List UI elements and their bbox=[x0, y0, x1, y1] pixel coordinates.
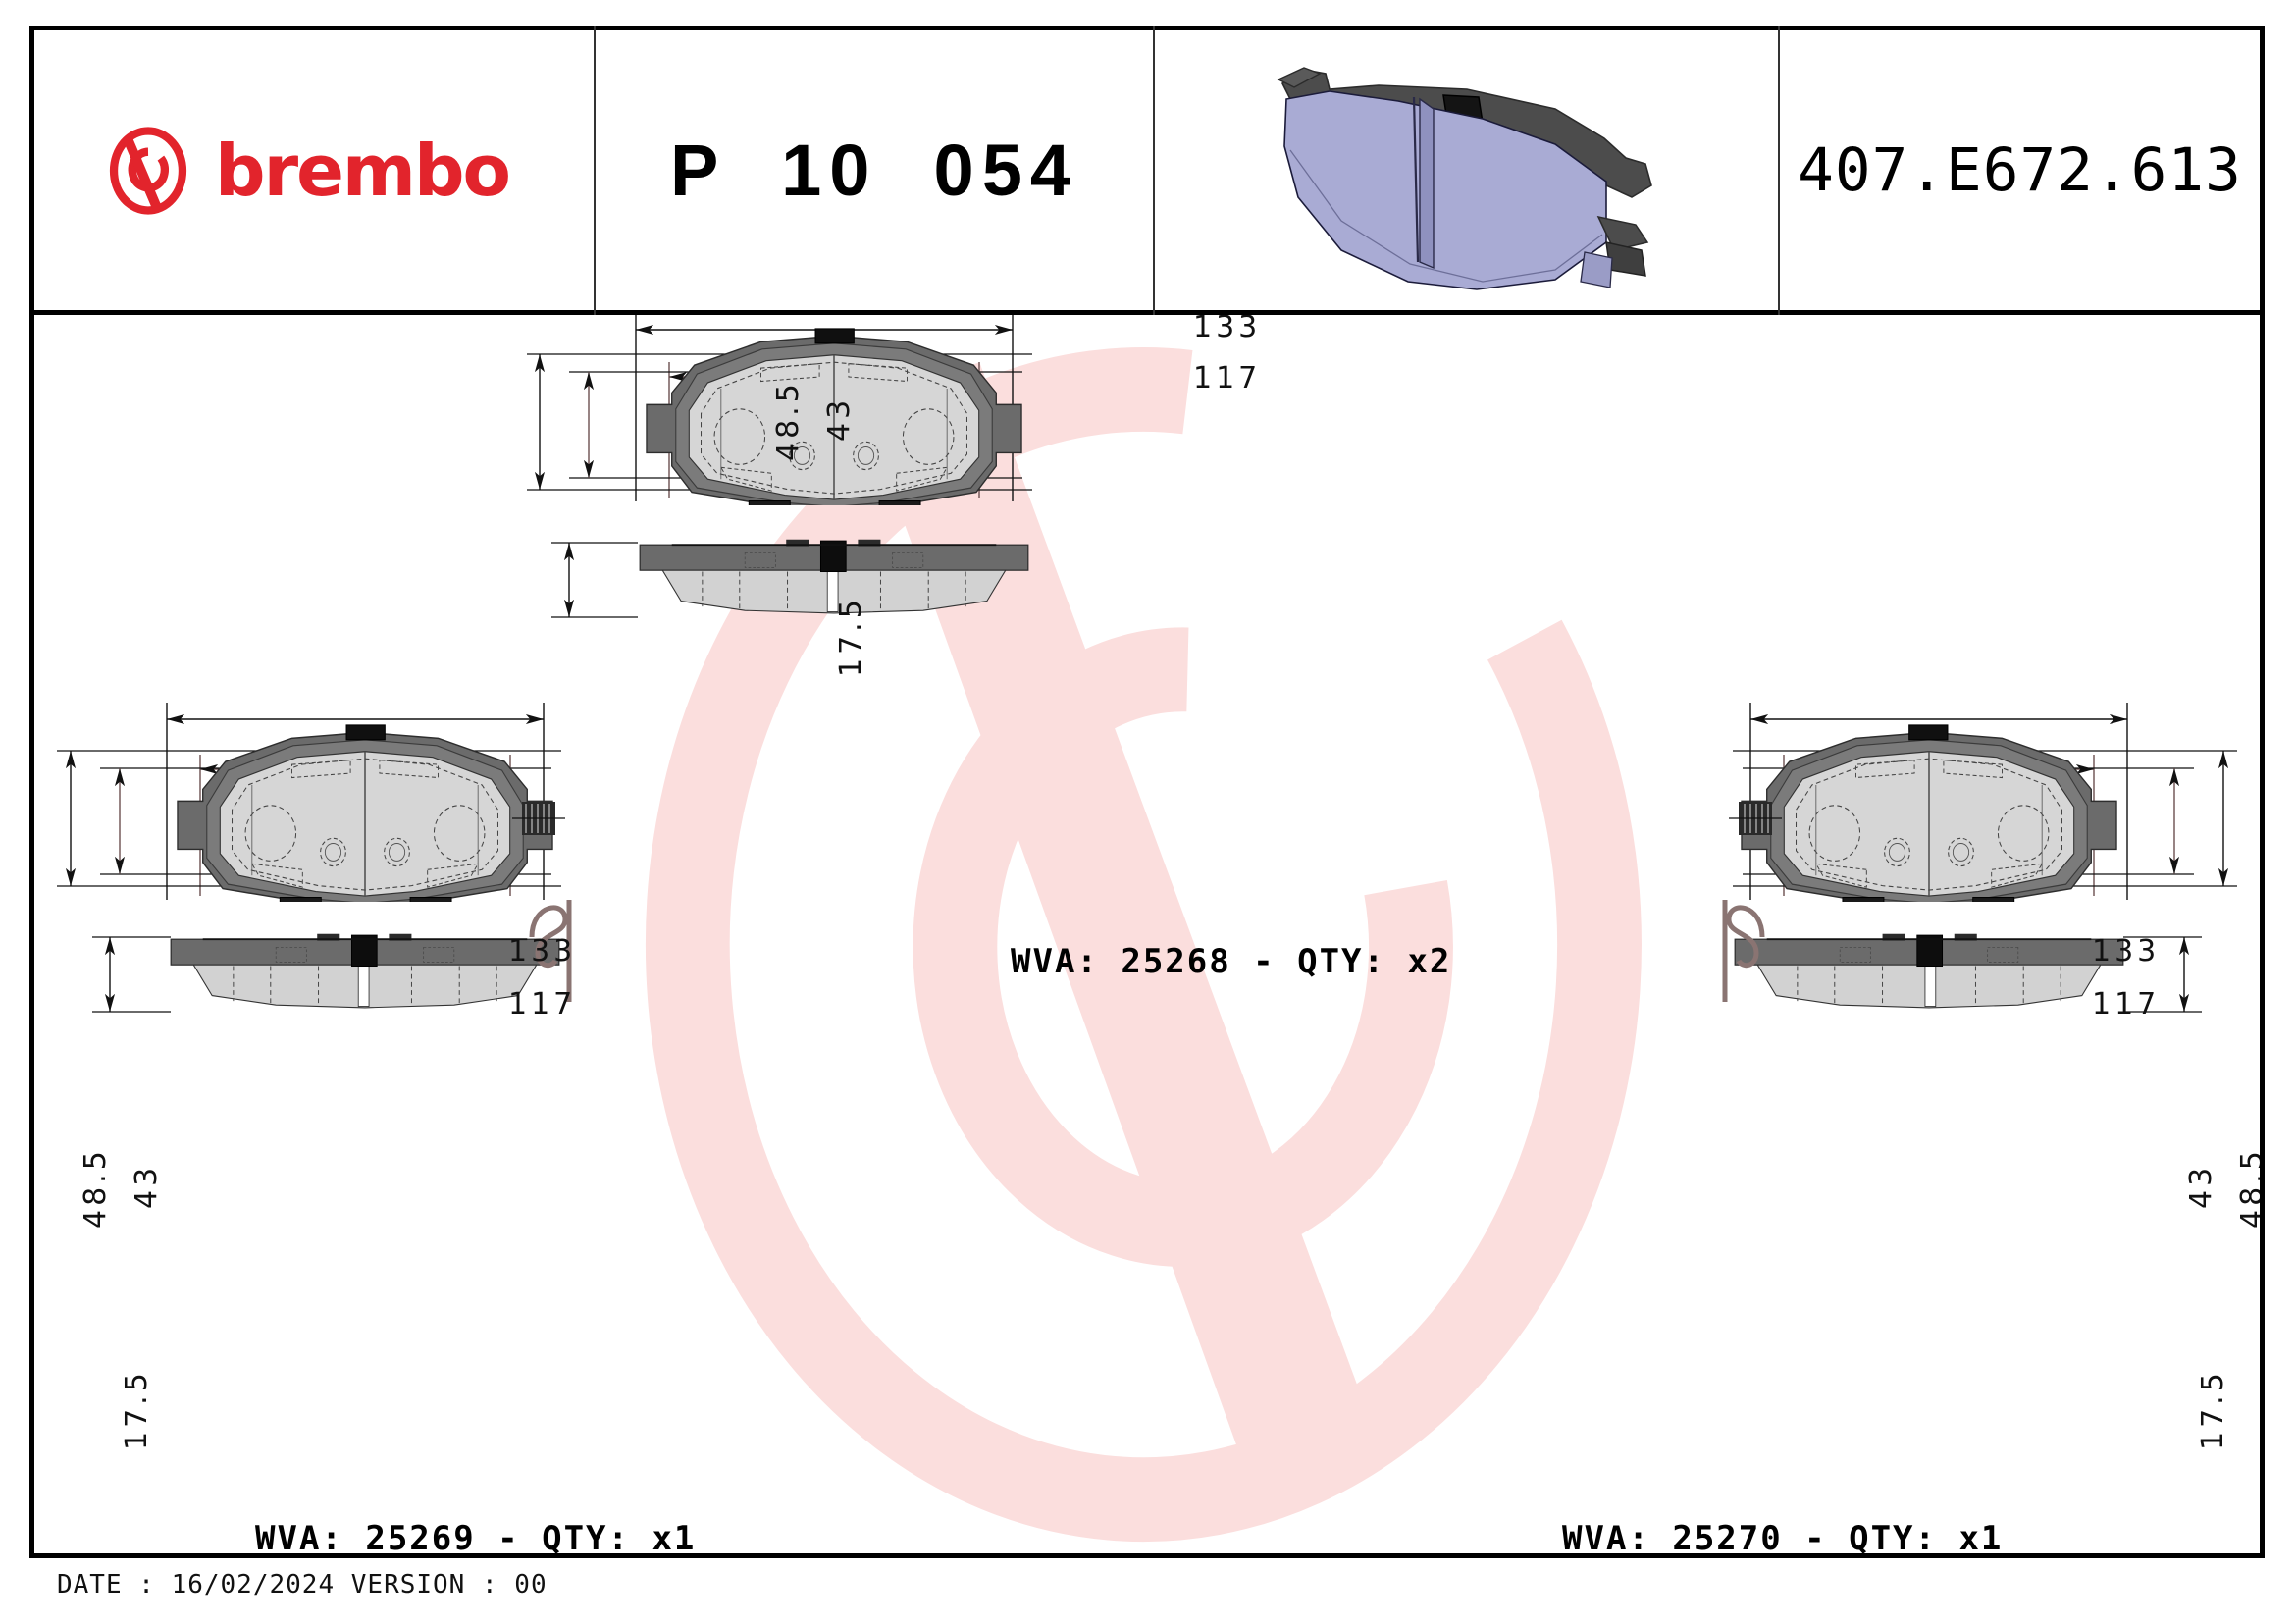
wear-sensor-contact-right bbox=[1729, 802, 1782, 835]
footer-date-version: DATE : 16/02/2024 VERSION : 00 bbox=[57, 1570, 548, 1599]
title-divider-1 bbox=[594, 26, 596, 315]
brand-logo-cell: brembo bbox=[34, 30, 594, 310]
technical-drawing-area bbox=[31, 312, 2263, 1556]
dim-left-width-inner: 117 bbox=[508, 987, 577, 1022]
wear-sensor-hook-right bbox=[1726, 905, 1765, 969]
dim-top-width-inner: 117 bbox=[1193, 361, 1262, 395]
dim-left-width-outer: 133 bbox=[508, 934, 577, 969]
view-top-pad bbox=[527, 312, 1032, 618]
dim-right-width-outer: 133 bbox=[2092, 934, 2161, 969]
reference-number-cell: 407.E672.613 bbox=[1780, 30, 2260, 310]
dim-top-width-outer: 133 bbox=[1193, 310, 1262, 344]
view-left-pad bbox=[57, 703, 572, 1013]
title-block: brembo P 10 054 bbox=[34, 30, 2260, 310]
product-image-cell bbox=[1155, 30, 1778, 310]
title-block-divider bbox=[29, 310, 2265, 315]
dim-top-height-inner: 43 bbox=[822, 395, 857, 442]
dim-left-thickness: 17.5 bbox=[120, 1369, 154, 1450]
dim-top-thickness: 17.5 bbox=[834, 596, 868, 677]
title-divider-2 bbox=[1153, 26, 1155, 315]
dim-right-thickness: 17.5 bbox=[2196, 1369, 2230, 1450]
view-right-pad bbox=[1722, 703, 2237, 1013]
product-code-cell: P 10 054 bbox=[596, 30, 1153, 310]
brake-pad-3d-render-icon bbox=[1276, 66, 1652, 290]
dim-right-height-outer: 48.5 bbox=[2235, 1147, 2270, 1229]
wear-sensor-contact-left bbox=[512, 802, 565, 835]
dim-left-height-outer: 48.5 bbox=[78, 1147, 113, 1229]
dim-right-width-inner: 117 bbox=[2092, 987, 2161, 1022]
title-divider-3 bbox=[1778, 26, 1780, 315]
product-code: P 10 054 bbox=[669, 130, 1079, 211]
wva-label-right: WVA: 25270 - QTY: x1 bbox=[1562, 1519, 2004, 1558]
brembo-logo-icon bbox=[103, 126, 193, 216]
wva-label-top: WVA: 25268 - QTY: x2 bbox=[1011, 942, 1452, 981]
wva-label-left: WVA: 25269 - QTY: x1 bbox=[255, 1519, 697, 1558]
wear-sensor-hook-left bbox=[529, 905, 568, 969]
brand-wordmark: brembo bbox=[215, 129, 511, 212]
dim-right-height-inner: 43 bbox=[2184, 1163, 2218, 1209]
dim-left-height-inner: 43 bbox=[130, 1163, 164, 1209]
dim-top-height-outer: 48.5 bbox=[771, 380, 806, 461]
reference-number: 407.E672.613 bbox=[1798, 135, 2242, 205]
